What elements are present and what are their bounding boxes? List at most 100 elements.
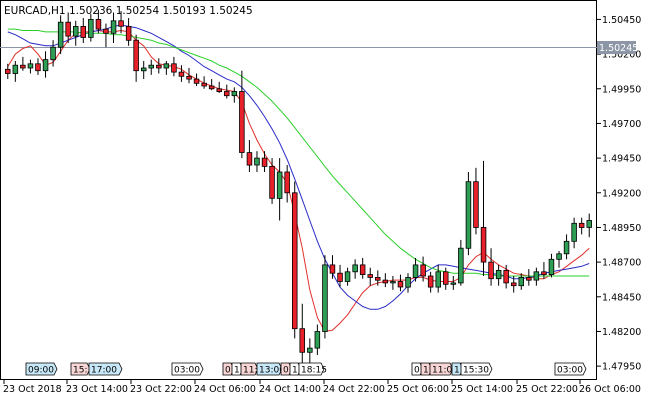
session-marker-label: 11:: [243, 366, 257, 376]
session-marker-label: 15:: [73, 366, 87, 376]
candle: [27, 59, 34, 74]
session-marker-tag: [171, 362, 204, 376]
y-tick-label: 1.47950: [602, 362, 641, 373]
session-marker-label: 1: [423, 366, 429, 376]
candle: [382, 273, 389, 288]
candle-body: [269, 165, 275, 199]
candle-body: [42, 59, 49, 72]
candle-body: [480, 226, 487, 263]
y-tick-label: 1.50200: [602, 50, 641, 61]
candle: [118, 11, 124, 34]
session-marker-label: 1: [292, 366, 298, 376]
candle: [239, 70, 245, 159]
candle-body: [291, 192, 298, 330]
candle: [140, 61, 147, 80]
candle: [450, 275, 457, 290]
candle: [254, 151, 260, 172]
candle-body: [382, 279, 389, 284]
candle-body: [276, 171, 283, 199]
session-marker: 09:00: [25, 362, 58, 376]
candle: [95, 9, 102, 34]
candle: [103, 23, 109, 48]
session-marker-tag: [460, 362, 493, 376]
x-tick-label: 24 Oct 06:00: [194, 384, 256, 395]
session-marker: 11:: [240, 362, 259, 376]
candle-body: [171, 63, 177, 73]
candle: [35, 58, 41, 75]
session-marker-label: 1: [234, 366, 240, 376]
candle-body: [458, 247, 464, 284]
candle-body: [420, 264, 426, 277]
candle: [480, 160, 487, 276]
candle: [276, 158, 283, 221]
candle-body: [503, 269, 509, 284]
candle: [374, 270, 381, 286]
candle-body: [322, 264, 328, 332]
session-marker-label: 0: [225, 366, 231, 376]
candle-body: [186, 75, 192, 80]
candle: [488, 248, 494, 286]
candle: [80, 18, 87, 43]
candle: [216, 81, 222, 93]
candle: [57, 15, 64, 55]
candle-body: [367, 274, 373, 278]
candle-body: [246, 152, 253, 166]
candle-body: [88, 18, 94, 38]
session-marker-tag: [298, 362, 325, 376]
candle: [518, 273, 525, 290]
candle: [556, 251, 562, 268]
candle-body: [73, 25, 79, 37]
y-tick-label: 1.48200: [602, 327, 641, 338]
candle: [390, 275, 396, 290]
candle: [269, 158, 275, 204]
candle: [208, 79, 215, 91]
x-tick-label: 23 Oct 2018: [3, 384, 62, 395]
candle-body: [314, 331, 321, 349]
candle: [442, 267, 449, 290]
current-price-label: 1.50245: [599, 43, 638, 54]
candle-body: [518, 276, 525, 287]
candle-body: [405, 276, 411, 288]
y-tick-label: 1.49450: [602, 154, 641, 165]
candle: [88, 13, 94, 42]
candle: [171, 56, 177, 77]
candle: [359, 257, 366, 279]
candle: [510, 275, 517, 293]
candle-body: [533, 271, 540, 281]
candle: [5, 63, 11, 80]
candle-body: [95, 18, 102, 30]
candle: [201, 76, 207, 89]
x-tick-label: 25 Oct 14:00: [451, 384, 513, 395]
candle-body: [495, 269, 502, 280]
candle: [458, 239, 464, 286]
candle-body: [526, 276, 532, 281]
session-marker: 15:: [70, 362, 91, 376]
candle: [133, 34, 139, 82]
candle-body: [435, 271, 441, 288]
x-tick-label: 23 Oct 22:00: [130, 384, 192, 395]
candle-body: [133, 39, 139, 72]
candle-body: [35, 63, 41, 72]
candle-body: [548, 258, 555, 275]
session-marker-label: 15:30: [463, 366, 489, 376]
candle-body: [359, 264, 366, 275]
candle-body: [390, 281, 396, 284]
candle: [125, 18, 132, 46]
candle-body: [307, 347, 313, 353]
candle-body: [261, 157, 268, 167]
candle-body: [5, 68, 11, 74]
candle-body: [563, 240, 570, 255]
candle-body: [329, 264, 336, 274]
candle: [12, 61, 19, 82]
candle: [412, 257, 419, 282]
price-axis: 1.50450 1.50200 1.49950 1.49700 1.49450 1.492…: [597, 15, 641, 373]
candle: [337, 264, 343, 288]
candle: [193, 73, 200, 86]
session-marker-label: 18:15: [301, 366, 327, 376]
candle: [223, 84, 230, 99]
session-marker: 15:30: [460, 362, 493, 376]
current-price-tag: 1.50245: [597, 41, 638, 54]
candle-body: [239, 91, 245, 153]
